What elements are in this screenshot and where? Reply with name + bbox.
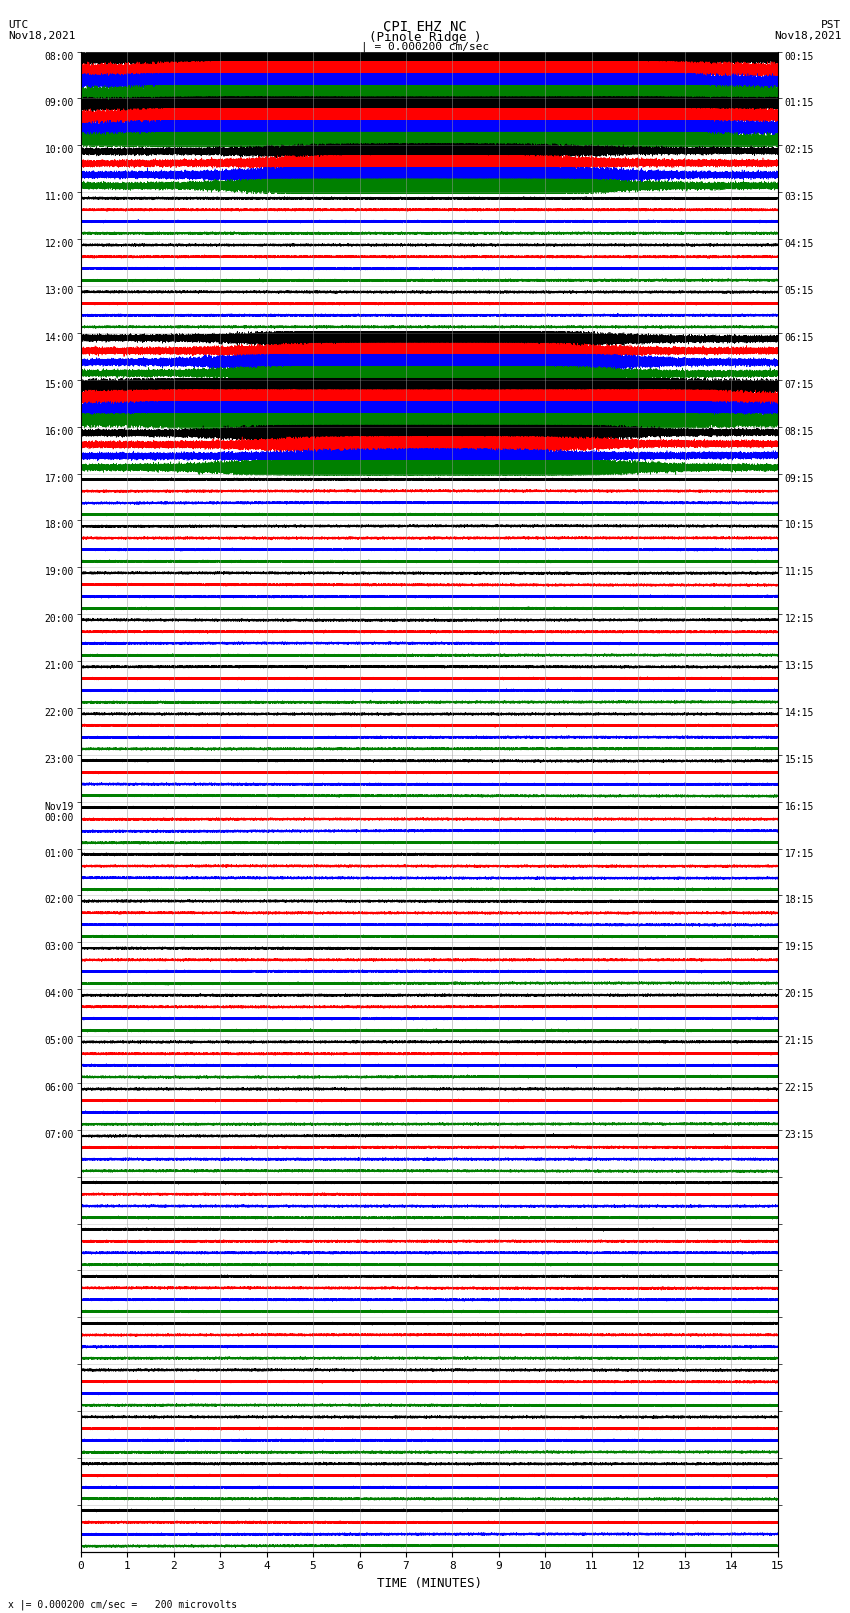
Text: Nov18,2021: Nov18,2021 — [774, 31, 842, 40]
Text: | = 0.000200 cm/sec: | = 0.000200 cm/sec — [361, 42, 489, 53]
Text: PST: PST — [821, 19, 842, 31]
Text: CPI EHZ NC: CPI EHZ NC — [383, 19, 467, 34]
Text: Nov18,2021: Nov18,2021 — [8, 31, 76, 40]
X-axis label: TIME (MINUTES): TIME (MINUTES) — [377, 1578, 482, 1590]
Text: (Pinole Ridge ): (Pinole Ridge ) — [369, 31, 481, 44]
Text: UTC: UTC — [8, 19, 29, 31]
Text: x |= 0.000200 cm/sec =   200 microvolts: x |= 0.000200 cm/sec = 200 microvolts — [8, 1598, 238, 1610]
